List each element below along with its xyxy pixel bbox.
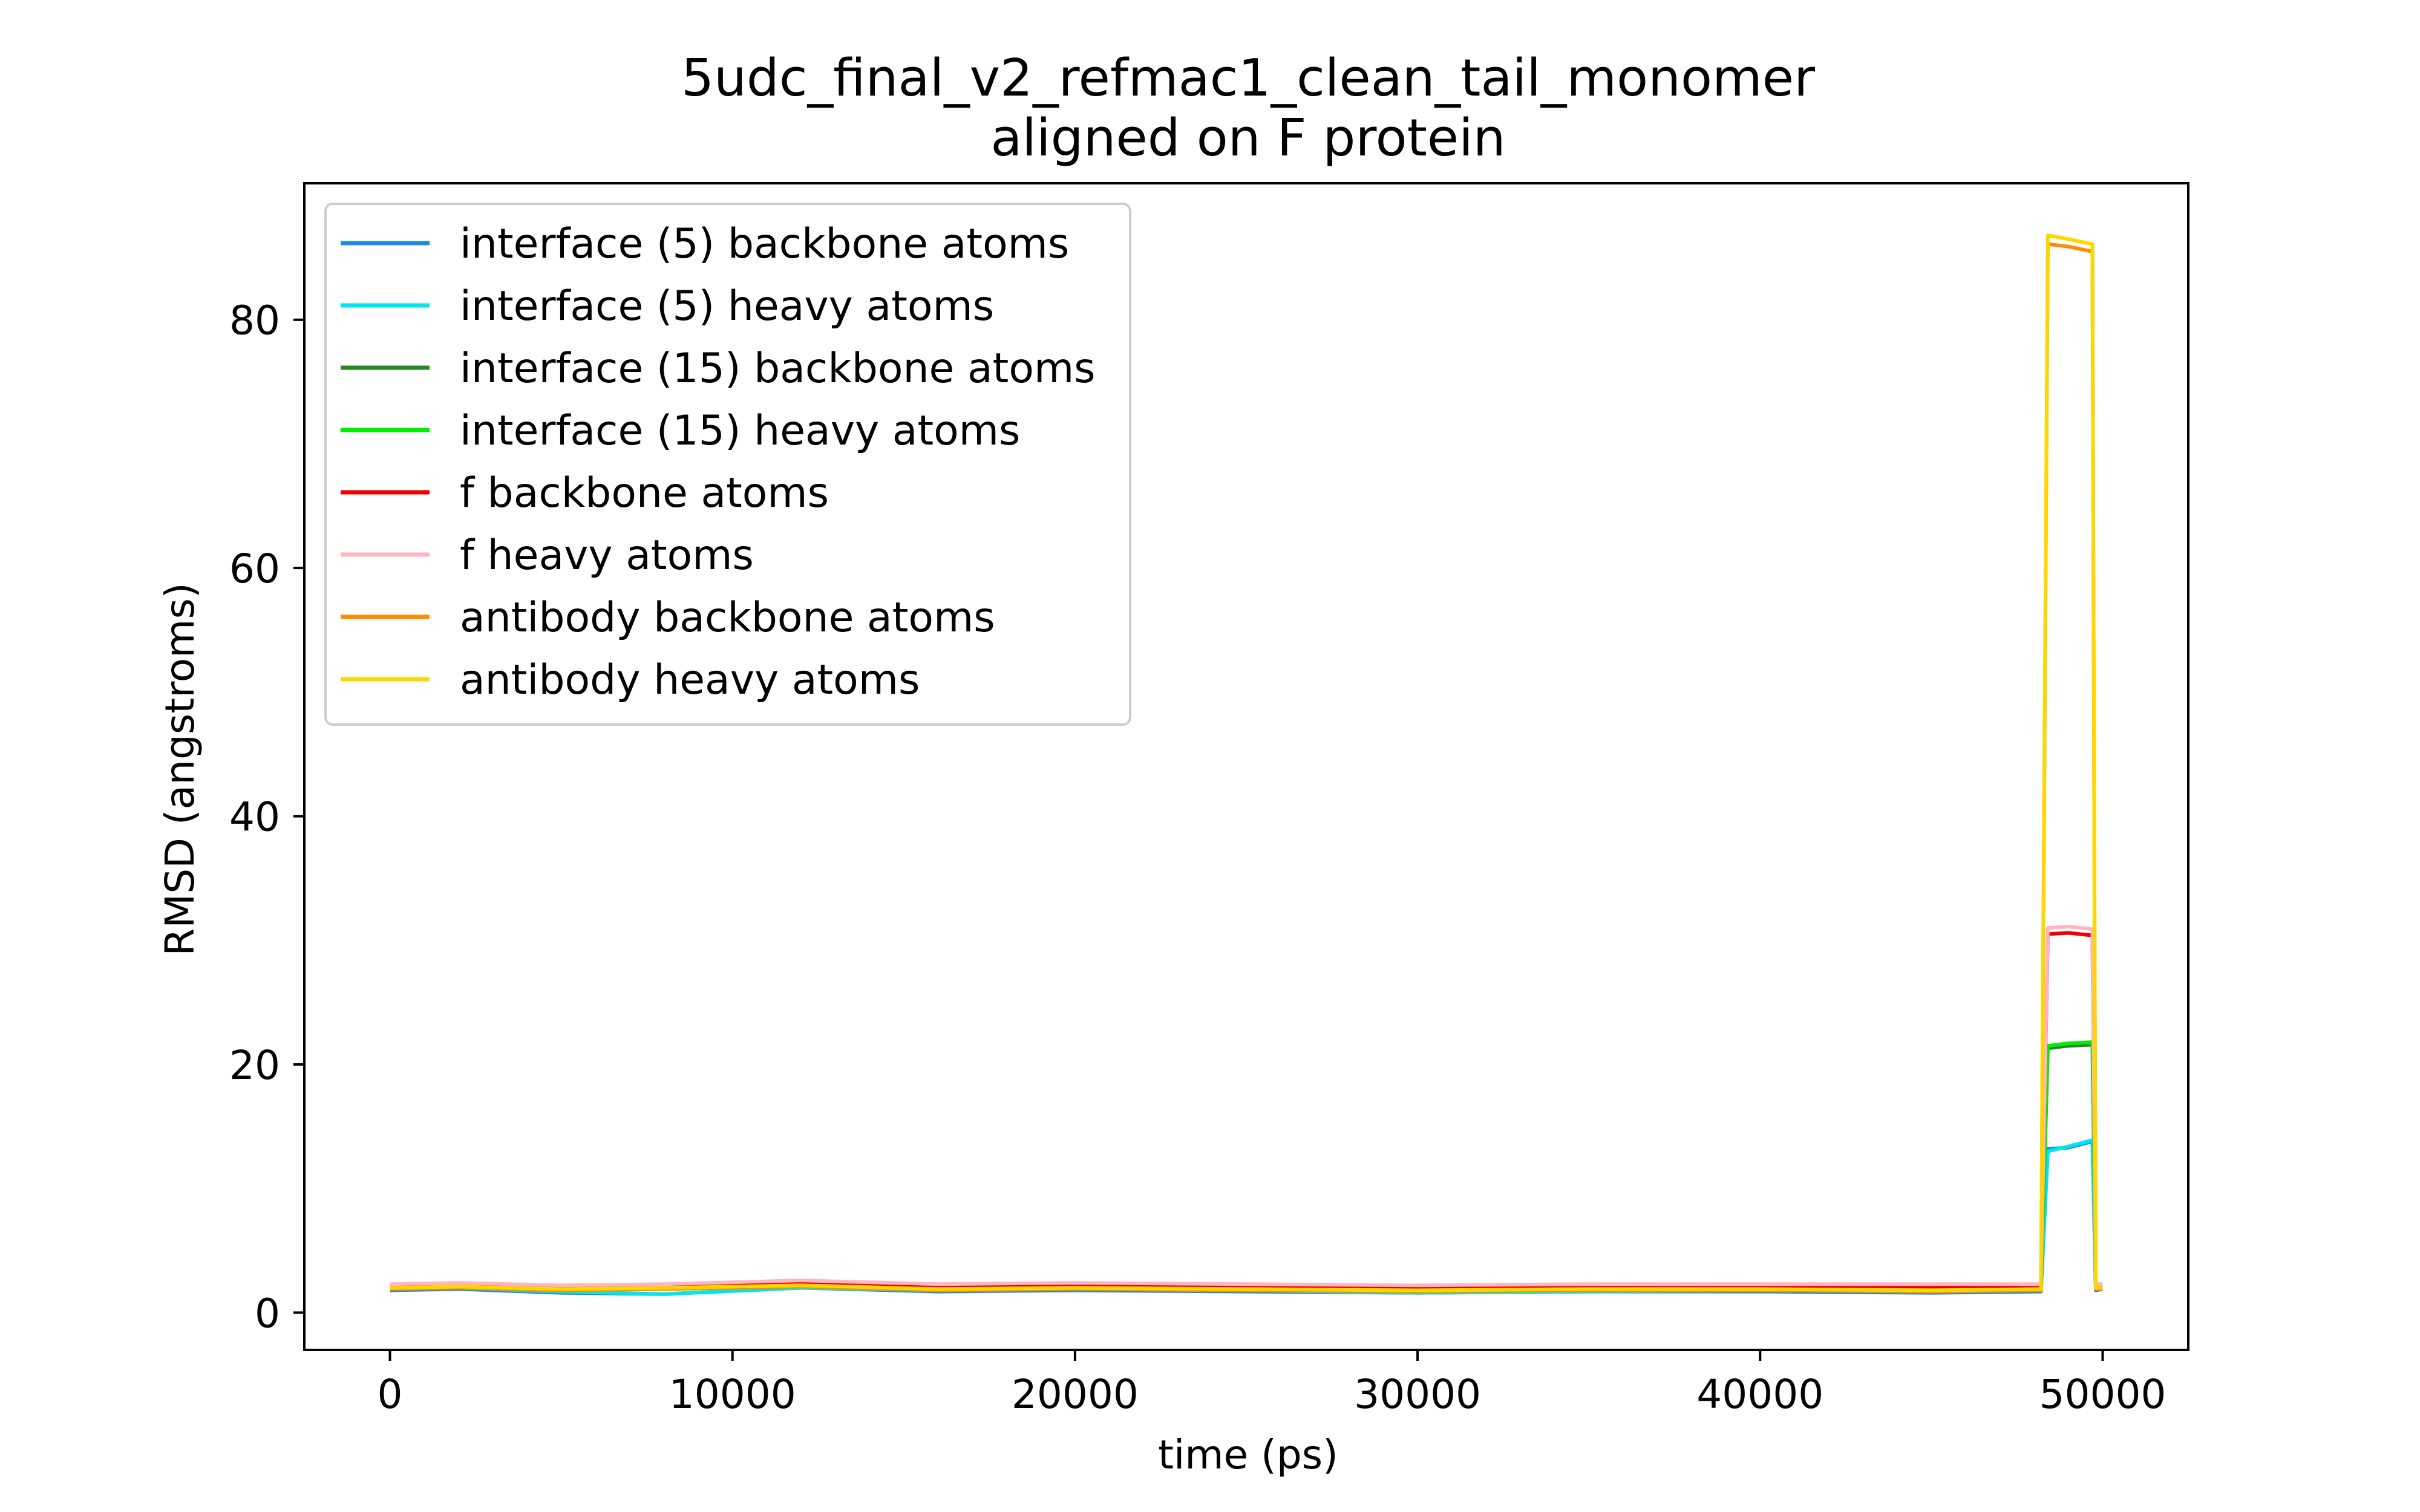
chart-subtitle: aligned on F protein (990, 108, 1505, 168)
series-line-8 (390, 233, 2103, 1292)
legend-label: interface (5) backbone atoms (460, 220, 1069, 268)
x-axis: 0 10000 20000 30000 40000 50000 (378, 1350, 2166, 1418)
y-tick-label: 60 (229, 546, 280, 592)
x-tick-label: 50000 (2039, 1371, 2166, 1418)
plot-area (303, 182, 2189, 1351)
y-axis: 0 20 40 60 80 (229, 298, 304, 1337)
series-lines (390, 233, 2104, 1296)
x-tick-label: 10000 (669, 1371, 796, 1418)
series-line-4 (390, 1040, 2103, 1290)
legend-box (324, 203, 1131, 726)
series-line-2 (390, 1138, 2104, 1296)
legend-label: f backbone atoms (460, 469, 829, 517)
series-line-5 (390, 931, 2103, 1290)
series-line-3 (390, 1043, 2103, 1291)
x-axis-label: time (ps) (1158, 1432, 1338, 1478)
legend-label: f heavy atoms (460, 532, 754, 579)
legend: interface (5) backbone atoms interface (5… (324, 203, 1131, 726)
series-line-1 (390, 1139, 2104, 1296)
x-tick-label: 20000 (1012, 1371, 1139, 1418)
legend-label: antibody heavy atoms (460, 656, 920, 704)
legend-label: interface (15) backbone atoms (460, 345, 1096, 393)
series-line-6 (390, 925, 2103, 1288)
plot-frame (303, 182, 2189, 1351)
y-tick-label: 40 (229, 794, 280, 841)
y-axis-label: RMSD (angstroms) (157, 582, 203, 956)
y-tick-label: 80 (229, 298, 280, 344)
x-tick-label: 40000 (1696, 1371, 1823, 1418)
legend-label: antibody backbone atoms (460, 594, 995, 642)
y-tick-label: 20 (229, 1042, 280, 1089)
legend-label: interface (5) heavy atoms (460, 282, 994, 330)
x-tick-label: 30000 (1354, 1371, 1481, 1418)
legend-label: interface (15) heavy atoms (460, 407, 1020, 455)
y-tick-label: 0 (255, 1290, 280, 1337)
chart-title: 5udc_final_v2_refmac1_clean_tail_monomer (681, 48, 1815, 108)
x-tick-label: 0 (378, 1371, 403, 1418)
